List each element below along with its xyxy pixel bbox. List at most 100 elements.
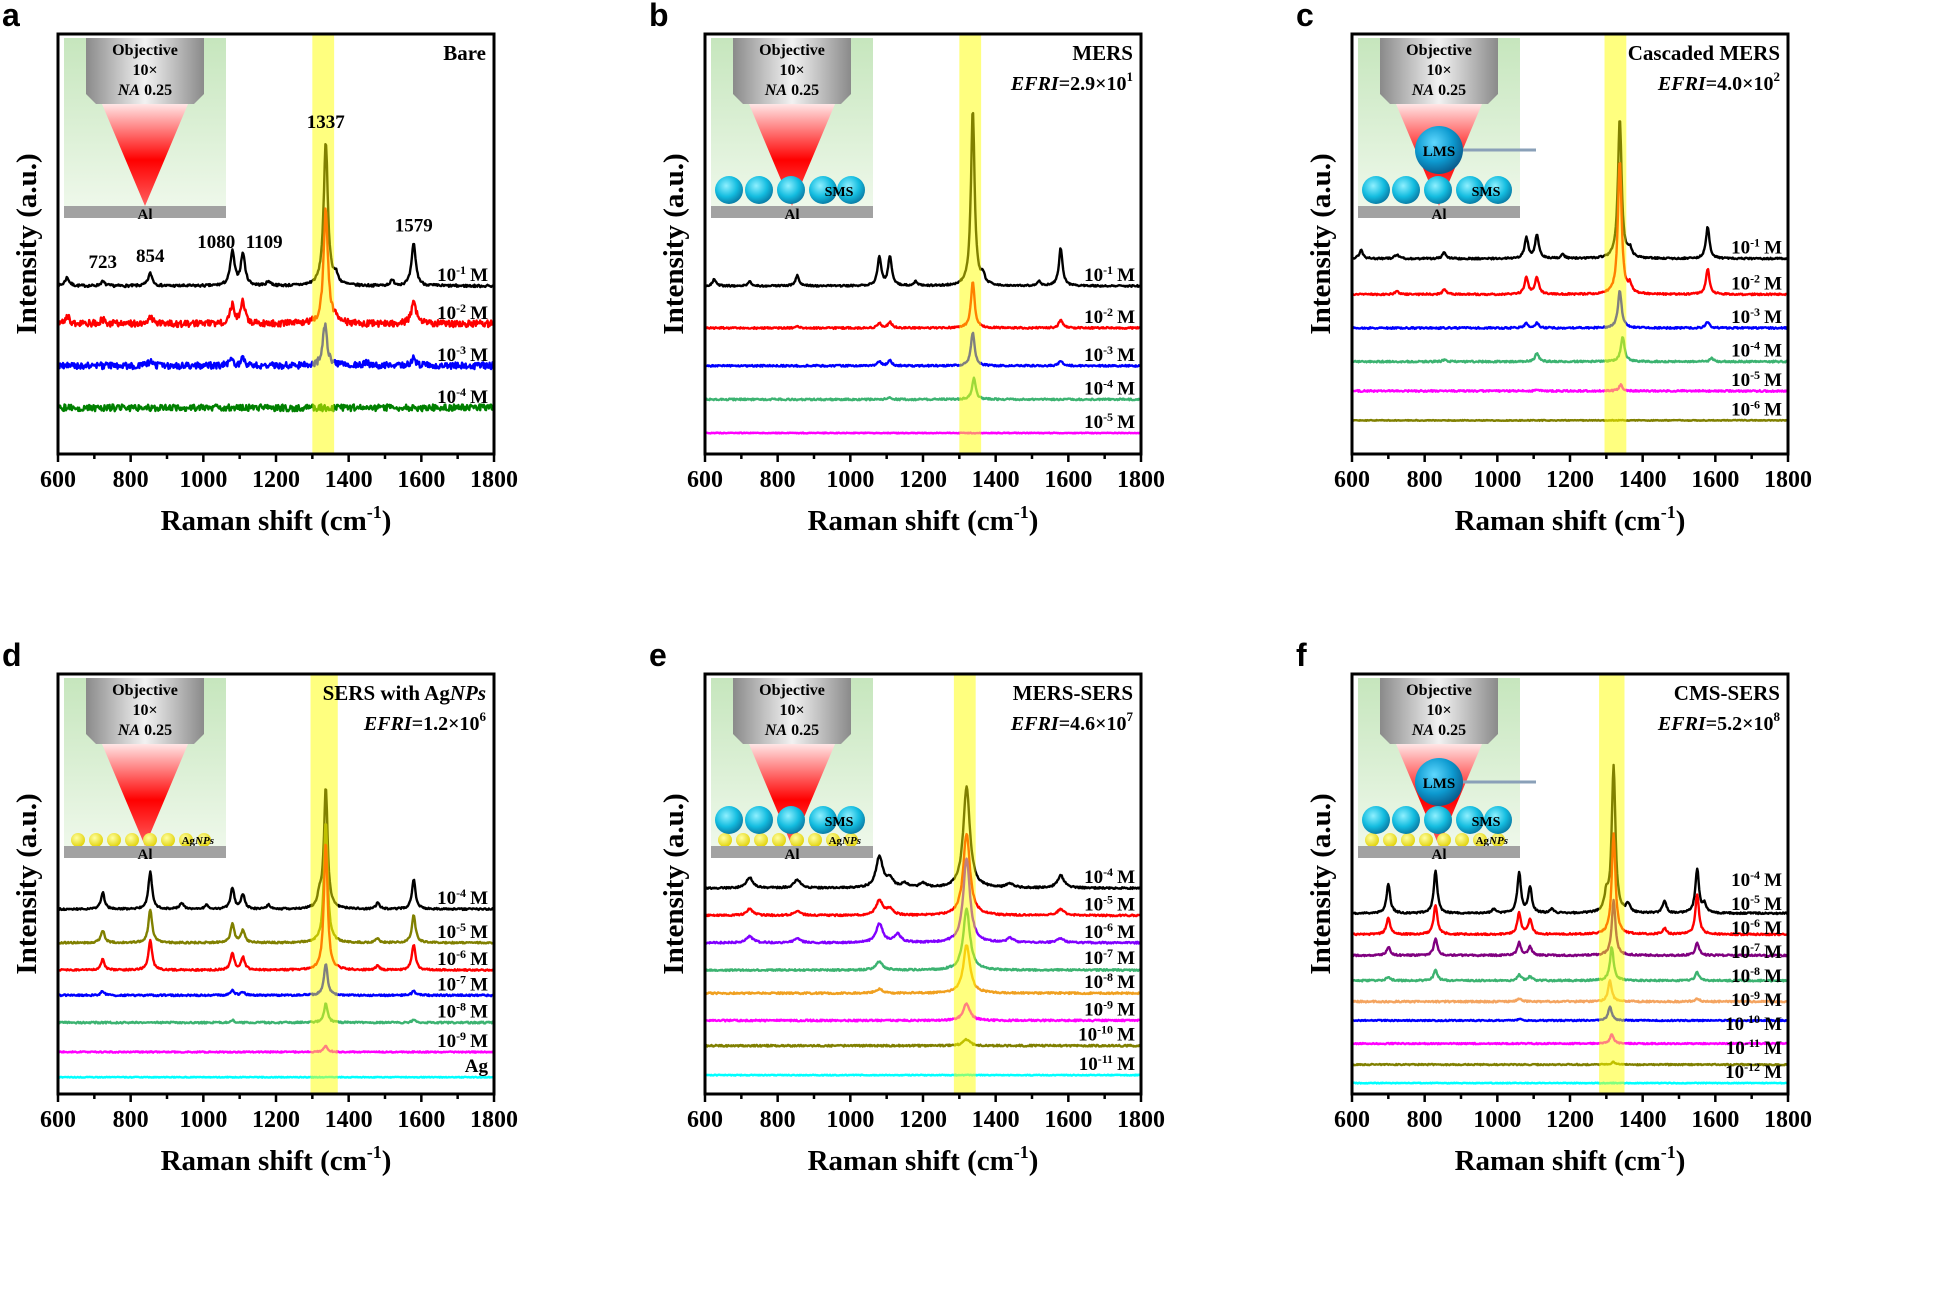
objective-label: Objective [1406,682,1472,699]
spectrum-line-4 [1351,946,1789,983]
setup-schematic-inset: Objective 10× NA 0.25 AgNPs SMS Al [711,678,873,863]
series-label: 10-5 M [437,920,488,943]
objective-lens-icon [86,678,204,744]
x-tick-label: 600 [1334,1107,1370,1133]
numerical-aperture-label: NA 0.25 [117,722,172,739]
aluminum-substrate [64,206,226,218]
spectrum-line-3 [704,857,1142,945]
substrate-label: Al [1432,207,1447,223]
small-microsphere-icon [777,806,805,834]
magnification-label: 10× [132,702,157,719]
peak-annotation: 723 [88,252,117,273]
small-microsphere-icon [837,806,865,834]
spectrum-line-4 [57,963,495,998]
x-tick-label: 1000 [179,467,227,493]
series-label: 10-2 M [1084,305,1135,328]
objective-lens-icon [1380,678,1498,744]
chart-d: d Objective 10× NA 0.25 AgNPs Al 10-4 M 10-5 M 10-6… [2,640,518,1177]
silver-nanoparticle-icon [161,833,175,847]
y-axis-title: Intensity (a.u.) [658,153,690,334]
panel-a: a Objective 10× NA 0.25 Al 10-1 M 10-2 M 10-3 M 10-4… [0,0,647,645]
silver-nanoparticle-icon [1491,833,1505,847]
highlight-band [953,674,976,1094]
spectrum-line-5 [704,431,1142,435]
x-tick-label: 1000 [826,467,874,493]
spectrum-line-7 [1351,1033,1789,1046]
x-axis-title: Raman shift (cm-1) [808,1142,1039,1177]
substrate-label: Al [785,847,800,863]
series-label: 10-6 M [1084,920,1135,943]
series-label: 10-8 M [1731,964,1782,987]
panel-title: CMS-SERS [1674,681,1780,705]
highlight-band [312,34,335,454]
spectrum-line-3 [56,322,495,371]
spectrum-line-2 [703,832,1142,918]
series-label: 10-7 M [1731,940,1782,963]
objective-label: Objective [759,42,825,59]
aluminum-substrate [711,206,873,218]
small-microsphere-icon [1424,176,1452,204]
panel-title: Cascaded MERS [1628,41,1780,65]
series-label: 10-2 M [1731,271,1782,294]
x-tick-label: 800 [760,1107,796,1133]
small-microsphere-icon [777,176,805,204]
panel-letter: d [2,640,22,673]
series-label: 10-6 M [1731,916,1782,939]
lms-label: LMS [1423,144,1456,160]
substrate-label: Al [138,847,153,863]
panel-title: SERS with AgNPs [323,681,486,705]
highlight-band [310,674,338,1094]
spectrum-line-6 [1351,418,1789,422]
series-label: 10-9 M [1731,988,1782,1011]
x-tick-label: 1200 [252,1107,300,1133]
panel-letter: b [649,0,669,33]
x-tick-label: 1400 [325,1107,373,1133]
peak-annotation: 1579 [395,215,433,236]
x-axis-title: Raman shift (cm-1) [1455,502,1686,537]
panel-b: b Objective 10× NA 0.25 SMS Al 10-1 M 10-2 M 10-3 M 1… [647,0,1294,645]
magnification-label: 10× [779,62,804,79]
setup-schematic-inset: Objective 10× NA 0.25 SMS LMS Al [1358,38,1536,223]
x-tick-label: 1200 [252,467,300,493]
series-label: 10-8 M [437,1000,488,1023]
silver-nanoparticle-icon [143,833,157,847]
laser-cone-icon [749,744,835,846]
spectrum-line-9 [1351,1081,1789,1085]
numerical-aperture-label: NA 0.25 [764,722,819,739]
objective-label: Objective [112,682,178,699]
small-microsphere-icon [745,176,773,204]
small-microsphere-icon [745,806,773,834]
silver-nanoparticle-icon [736,833,750,847]
series-label: 10-4 M [1731,868,1782,891]
panel-c: c Objective 10× NA 0.25 SMS LMS Al 10-1 M 10-2 M 10-… [1294,0,1941,645]
x-tick-label: 600 [687,467,723,493]
series-label: 10-9 M [1084,998,1135,1021]
x-tick-label: 1600 [1044,467,1092,493]
x-tick-label: 600 [687,1107,723,1133]
x-tick-label: 800 [113,467,149,493]
numerical-aperture-label: NA 0.25 [117,82,172,99]
panel-letter: f [1296,640,1307,673]
x-axis-title: Raman shift (cm-1) [161,1142,392,1177]
spectrum-line-6 [704,1002,1143,1023]
laser-cone-icon [102,104,188,206]
objective-label: Objective [112,42,178,59]
series-label: 10-9 M [437,1029,488,1052]
y-axis-title: Intensity (a.u.) [658,793,690,974]
chart-e: e Objective 10× NA 0.25 AgNPs SMS Al 10-4 M 10-5 M 1… [649,640,1165,1177]
x-tick-label: 600 [40,1107,76,1133]
silver-nanoparticle-icon [1437,833,1451,847]
small-microsphere-icon [1392,176,1420,204]
series-label: 10-12 M [1725,1060,1782,1083]
magnification-label: 10× [1426,702,1451,719]
silver-nanoparticle-icon [772,833,786,847]
panel-letter: a [2,0,20,33]
aluminum-substrate [711,846,873,858]
x-tick-label: 1800 [470,1107,518,1133]
spectrum-line-7 [57,1075,495,1079]
silver-nanoparticle-icon [844,833,858,847]
lms-label: LMS [1423,776,1456,792]
silver-nanoparticle-icon [1473,833,1487,847]
series-label: 10-8 M [1084,970,1135,993]
spectrum-line-3 [57,843,495,972]
